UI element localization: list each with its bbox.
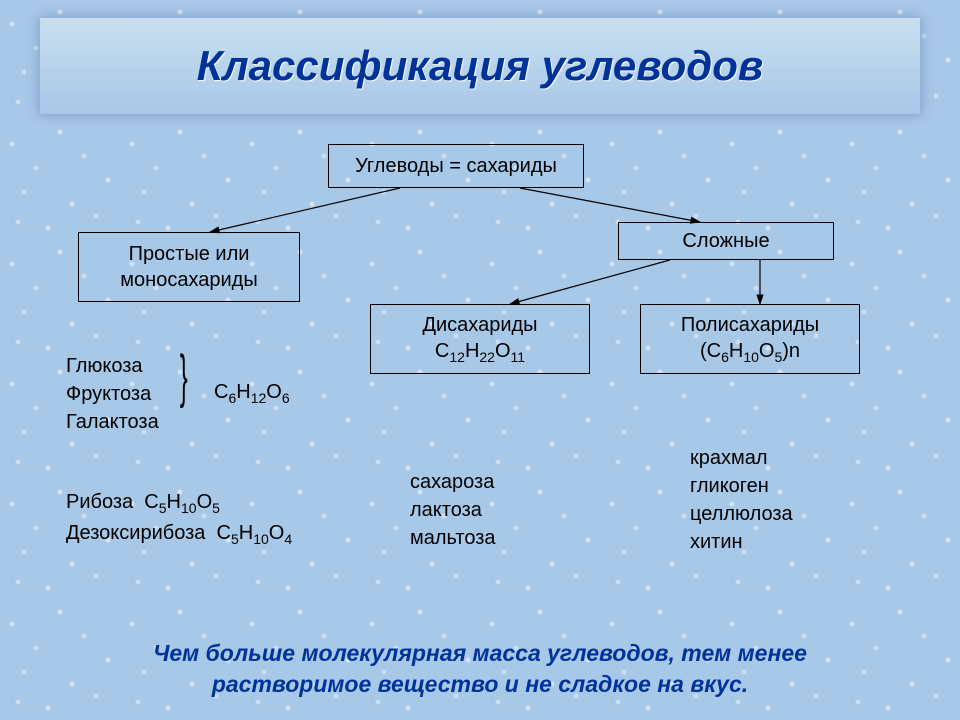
node-simple-l2: моносахариды bbox=[120, 267, 257, 293]
di-examples: сахароза лактоза мальтоза bbox=[410, 468, 496, 552]
di-ex-2: мальтоза bbox=[410, 524, 496, 552]
node-poly-label: Полисахариды bbox=[681, 312, 819, 338]
mono-g1-item-0: Глюкоза bbox=[66, 352, 159, 380]
node-disaccharides: Дисахариды C12H22O11 bbox=[370, 304, 590, 374]
footer-note: Чем больше молекулярная масса углеводов,… bbox=[40, 638, 920, 700]
page-title: Классификация углеводов bbox=[197, 42, 764, 90]
node-complex: Сложные bbox=[618, 222, 834, 260]
node-complex-label: Сложные bbox=[682, 228, 769, 254]
di-ex-1: лактоза bbox=[410, 496, 496, 524]
mono-g1-item-1: Фруктоза bbox=[66, 380, 159, 408]
mono-g2-f2: C5H10O4 bbox=[217, 522, 293, 544]
mono-g2-line1: Рибоза C5H10O5 bbox=[66, 488, 292, 519]
node-poly-formula: (C6H10O5)n bbox=[700, 338, 800, 366]
poly-ex-0: крахмал bbox=[690, 444, 793, 472]
poly-ex-1: гликоген bbox=[690, 472, 793, 500]
bracket-icon: } bbox=[180, 348, 188, 406]
footer-l2: растворимое вещество и не сладкое на вку… bbox=[40, 669, 920, 700]
mono-g1-item-2: Галактоза bbox=[66, 408, 159, 436]
mono-g2-line2: Дезоксирибоза C5H10O4 bbox=[66, 519, 292, 550]
poly-ex-2: целлюлоза bbox=[690, 500, 793, 528]
mono-group1: Глюкоза Фруктоза Галактоза bbox=[66, 352, 159, 436]
node-polysaccharides: Полисахариды (C6H10O5)n bbox=[640, 304, 860, 374]
node-di-formula: C12H22O11 bbox=[435, 338, 525, 366]
poly-examples: крахмал гликоген целлюлоза хитин bbox=[690, 444, 793, 556]
node-root: Углеводы = сахариды bbox=[328, 144, 584, 188]
poly-ex-3: хитин bbox=[690, 528, 793, 556]
footer-l1: Чем больше молекулярная масса углеводов,… bbox=[40, 638, 920, 669]
mono-g1-formula: C6H12O6 bbox=[214, 378, 290, 409]
node-simple: Простые или моносахариды bbox=[78, 232, 300, 302]
node-simple-l1: Простые или bbox=[129, 241, 250, 267]
di-ex-0: сахароза bbox=[410, 468, 496, 496]
node-di-label: Дисахариды bbox=[422, 312, 537, 338]
title-banner: Классификация углеводов bbox=[40, 18, 920, 114]
mono-g2-f1: C5H10O5 bbox=[144, 491, 220, 513]
mono-group2: Рибоза C5H10O5 Дезоксирибоза C5H10O4 bbox=[66, 488, 292, 549]
node-root-label: Углеводы = сахариды bbox=[355, 153, 557, 179]
